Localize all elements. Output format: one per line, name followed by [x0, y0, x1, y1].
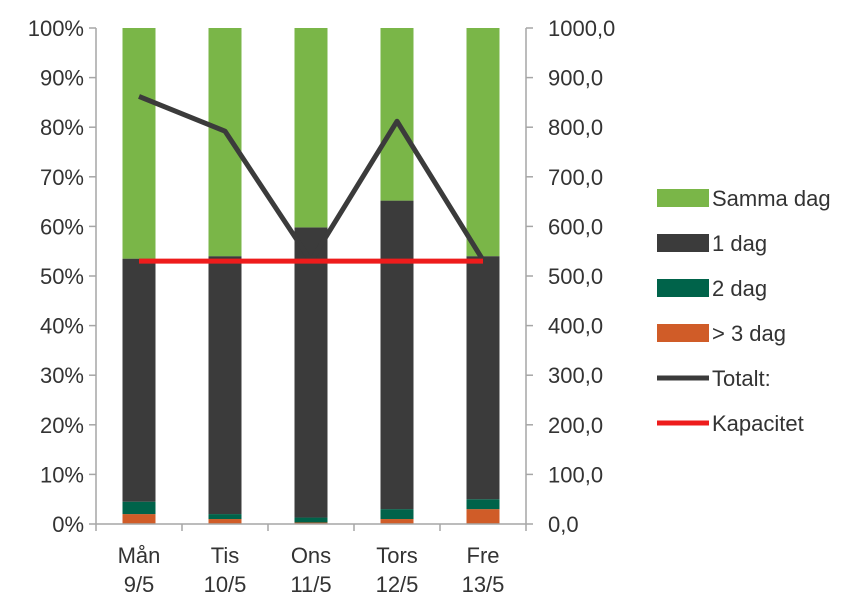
- bar-samma-dag-0: [122, 28, 156, 259]
- y-left-tick-label-7: 70%: [40, 165, 84, 190]
- x-tick-label-2-1: 11/5: [290, 572, 331, 597]
- y-left-tick-label-0: 0%: [52, 512, 84, 537]
- legend-label-1-dag: 1 dag: [712, 231, 767, 256]
- x-tick-label-2-0: Ons: [291, 543, 331, 568]
- y-left-tick-label-5: 50%: [40, 264, 84, 289]
- legend-swatch-2-dag: [657, 279, 709, 297]
- legend-label-kapacitet: Kapacitet: [712, 411, 804, 436]
- y-right-tick-label-6: 600,0: [548, 214, 603, 239]
- bar-2-dag-4: [466, 499, 500, 510]
- legend: Samma dag 1 dag 2 dag > 3 dag Totalt: Kapacit…: [657, 186, 831, 436]
- x-tick-label-0-0: Mån: [118, 543, 161, 568]
- bar-2-dag-0: [122, 501, 156, 515]
- y-right-tick-label-7: 700,0: [548, 165, 603, 190]
- bar-3-dag-3: [380, 519, 414, 524]
- bar-samma-dag-3: [380, 28, 414, 201]
- y-left-tick-label-4: 40%: [40, 314, 84, 339]
- legend-label-2-dag: 2 dag: [712, 276, 767, 301]
- legend-label-samma-dag: Samma dag: [712, 186, 831, 211]
- legend-label-totalt: Totalt:: [712, 366, 771, 391]
- bar-3-dag-1: [208, 519, 242, 524]
- legend-label-3-dag: > 3 dag: [712, 321, 786, 346]
- y-left-tick-label-6: 60%: [40, 214, 84, 239]
- axes-layer: [89, 27, 533, 531]
- y-left-tick-label-1: 10%: [40, 462, 84, 487]
- x-tick-label-1-0: Tis: [211, 543, 240, 568]
- x-tick-label-0-1: 9/5: [124, 572, 155, 597]
- y-right-tick-label-5: 500,0: [548, 264, 603, 289]
- bar-samma-dag-4: [466, 28, 500, 257]
- bar-samma-dag-1: [208, 28, 242, 257]
- lines-layer: [138, 94, 486, 264]
- bar-1-dag-0: [122, 258, 156, 502]
- bar-3-dag-0: [122, 514, 156, 524]
- y-left-tick-label-3: 30%: [40, 363, 84, 388]
- bars-layer: [122, 28, 500, 524]
- bar-1-dag-1: [208, 256, 242, 515]
- bar-2-dag-3: [380, 509, 414, 520]
- y-right-tick-label-2: 200,0: [548, 413, 603, 438]
- bar-1-dag-4: [466, 256, 500, 500]
- x-tick-label-3-1: 12/5: [376, 572, 419, 597]
- labels-layer: 0% 10% 20% 30% 40% 50% 60% 70% 80% 90% 100% 0,0 100,…: [28, 16, 616, 597]
- bar-1-dag-3: [380, 200, 414, 510]
- bar-samma-dag-2: [294, 28, 328, 228]
- bar-2-dag-1: [208, 514, 242, 520]
- y-right-tick-label-1: 100,0: [548, 462, 603, 487]
- y-right-tick-label-10: 1000,0: [548, 16, 615, 41]
- y-right-tick-label-0: 0,0: [548, 512, 579, 537]
- x-tick-label-3-0: Tors: [376, 543, 418, 568]
- y-left-tick-label-9: 90%: [40, 66, 84, 91]
- legend-swatch-samma-dag: [657, 189, 709, 207]
- legend-swatch-1-dag: [657, 234, 709, 252]
- y-right-tick-label-8: 800,0: [548, 115, 603, 140]
- x-tick-label-1-1: 10/5: [204, 572, 247, 597]
- x-tick-label-4-0: Fre: [467, 543, 500, 568]
- y-right-tick-label-4: 400,0: [548, 314, 603, 339]
- legend-swatch-3-dag: [657, 324, 709, 342]
- x-tick-label-4-1: 13/5: [462, 572, 505, 597]
- bar-2-dag-2: [294, 517, 328, 523]
- y-left-tick-label-2: 20%: [40, 413, 84, 438]
- bar-1-dag-2: [294, 227, 328, 518]
- y-left-tick-label-8: 80%: [40, 115, 84, 140]
- y-left-tick-label-10: 100%: [28, 16, 84, 41]
- y-right-tick-label-3: 300,0: [548, 363, 603, 388]
- bar-3-dag-4: [466, 509, 500, 524]
- y-right-tick-label-9: 900,0: [548, 66, 603, 91]
